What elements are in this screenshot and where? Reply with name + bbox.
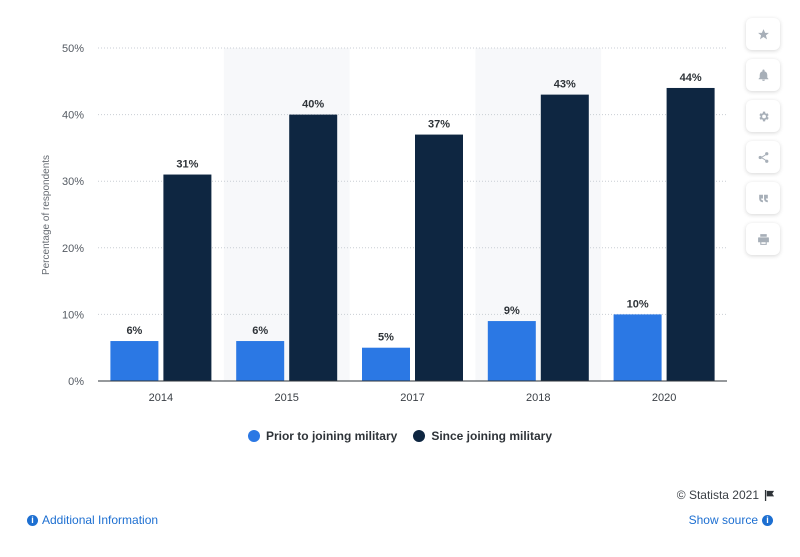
y-tick-label: 20%	[62, 243, 84, 255]
bar-2017-since	[415, 134, 463, 381]
data-label-2014-prior: 6%	[126, 325, 142, 337]
bar-2014-since	[163, 174, 212, 381]
legend-label-since: Since joining military	[431, 429, 553, 443]
bar-2017-prior	[362, 347, 410, 381]
show-source-label: Show source	[688, 513, 758, 527]
x-tick-label: 2018	[526, 392, 550, 404]
x-tick-label: 2017	[400, 392, 424, 404]
bar-chart: 0% 10% 20% 30% 40% 50% 6% 31% 6% 40% 5% 37% 9% 43% 10…	[41, 43, 727, 404]
credit-text: © Statista 2021	[676, 488, 759, 502]
y-axis-ticks: 0% 10% 20% 30% 40% 50%	[62, 43, 84, 388]
data-label-2014-since: 31%	[176, 159, 198, 171]
legend-item-prior[interactable]: Prior to joining military	[247, 429, 398, 443]
side-toolbar	[746, 18, 780, 255]
print-icon	[757, 233, 769, 245]
data-label-2018-prior: 9%	[504, 305, 520, 317]
quote-icon	[758, 194, 768, 202]
data-label-2017-since: 37%	[428, 119, 450, 131]
notification-button[interactable]	[746, 59, 780, 91]
x-tick-label: 2014	[149, 392, 173, 404]
bell-icon	[758, 69, 768, 81]
data-label-2017-prior: 5%	[378, 332, 394, 344]
y-axis-label: Percentage of respondents	[41, 155, 52, 275]
bar-2015-prior	[236, 341, 285, 381]
info-icon: i	[762, 514, 773, 526]
bar-2020-since	[666, 87, 715, 382]
legend-swatch-prior	[247, 430, 260, 442]
settings-button[interactable]	[746, 100, 780, 132]
data-label-2020-since: 44%	[680, 72, 702, 84]
star-icon	[757, 28, 769, 39]
legend-swatch-since	[413, 430, 426, 442]
data-label-2018-since: 43%	[554, 79, 576, 91]
favorite-button[interactable]	[746, 18, 780, 50]
bars	[110, 87, 715, 382]
statista-credit[interactable]: © Statista 2021	[677, 488, 775, 502]
flag-icon	[764, 489, 775, 501]
legend: Prior to joining military Since joining …	[0, 429, 800, 443]
y-tick-label: 0%	[68, 376, 84, 388]
x-tick-label: 2015	[274, 392, 298, 404]
data-label-2015-since: 40%	[302, 99, 324, 111]
share-icon	[758, 151, 768, 163]
y-tick-label: 10%	[62, 309, 84, 321]
share-button[interactable]	[746, 141, 780, 173]
data-labels: 6% 31% 6% 40% 5% 37% 9% 43% 10% 44%	[126, 72, 701, 344]
y-tick-label: 50%	[62, 43, 84, 55]
x-tick-label: 2020	[652, 392, 676, 404]
bar-2018-since	[540, 94, 589, 382]
print-button[interactable]	[746, 223, 780, 255]
legend-item-since[interactable]: Since joining military	[413, 429, 552, 443]
additional-information-label: Additional Information	[42, 513, 159, 527]
additional-information-link[interactable]: i Additional Information	[27, 513, 158, 527]
data-label-2020-prior: 10%	[627, 298, 649, 310]
cite-button[interactable]	[746, 182, 780, 214]
x-axis-ticks: 2014 2015 2017 2018 2020	[149, 392, 677, 404]
bar-2020-prior	[613, 314, 662, 381]
legend-label-prior: Prior to joining military	[265, 429, 398, 443]
bar-2018-prior	[487, 321, 536, 381]
bar-2015-since	[289, 114, 338, 381]
y-tick-label: 30%	[62, 176, 84, 188]
data-label-2015-prior: 6%	[252, 325, 268, 337]
bar-2014-prior	[110, 341, 159, 381]
show-source-link[interactable]: Show source i	[689, 513, 773, 527]
info-icon: i	[27, 514, 38, 526]
y-tick-label: 40%	[62, 110, 84, 122]
gear-icon	[758, 111, 769, 121]
